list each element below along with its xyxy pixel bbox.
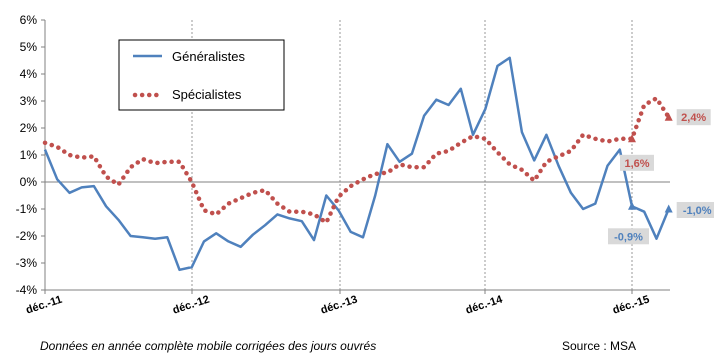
y-tick-label: 0% [20,175,38,189]
x-tick-label: déc.-13 [319,294,359,317]
annotation-marker-icon [664,112,673,121]
annotation-box [608,228,649,245]
series-line-specialistes [42,95,671,226]
legend-label-specialistes: Spécialistes [172,87,242,102]
series-layer [42,56,671,272]
y-tick-label: 5% [20,40,38,54]
annotation-label: -0,9% [614,231,643,243]
legend-label-generalistes: Généralistes [172,49,245,64]
annotation-layer: 2,4% 1,6% -0,9% -1,0% [608,109,714,245]
annotation-label: -1,0% [683,205,712,217]
source-label: Source : MSA [562,339,637,353]
y-tick-label: 3% [20,94,38,108]
annotation-marker-icon [664,204,673,213]
annotation-box [676,109,711,126]
footnote: Données en année complète mobile corrigé… [40,339,377,353]
y-axis-ticks: 6% 5% 4% 3% 2% 1% 0% -1% -2% -3% -4% [16,13,45,297]
annotation-box [676,202,714,218]
y-tick-label: 2% [20,121,38,135]
annotation-label: 2,4% [681,112,706,124]
x-tick-label: déc.-14 [464,293,505,316]
y-tick-label: -1% [16,202,38,216]
y-tick-label: -3% [16,256,38,270]
x-tick-label: déc.-15 [611,294,651,317]
x-tick-label: déc.-11 [24,294,63,317]
y-tick-label: 4% [20,67,38,81]
y-tick-label: 6% [20,13,38,27]
y-tick-label: -4% [16,283,38,297]
y-tick-label: 1% [20,148,38,162]
annotation-label: 1,6% [624,158,649,170]
annotation-marker-icon [628,134,636,143]
annotation-marker-icon [628,201,636,210]
x-axis-ticks: déc.-11 déc.-12 déc.-13 déc.-14 déc.-15 [24,290,651,317]
legend: Généralistes Spécialistes [118,39,285,111]
x-tick-label: déc.-12 [171,294,211,317]
annotation-box [620,154,654,171]
series-line-generalistes [43,56,670,272]
y-tick-label: -2% [16,229,38,243]
legend-box [118,39,285,111]
